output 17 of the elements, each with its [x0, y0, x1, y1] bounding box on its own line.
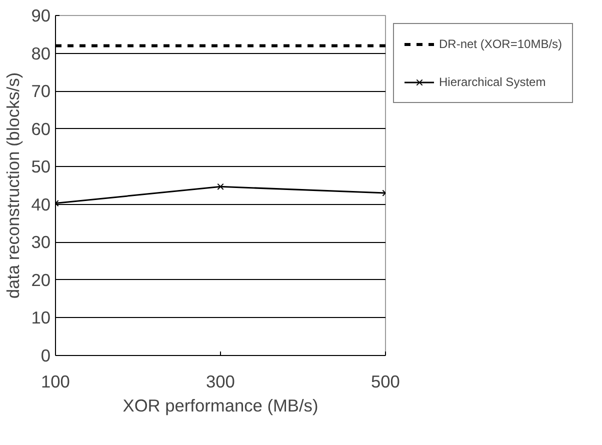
y-tick-label: 70	[31, 81, 51, 102]
legend-label: DR-net (XOR=10MB/s)	[439, 37, 562, 51]
y-axis-title: data reconstruction (blocks/s)	[3, 72, 24, 299]
y-tick-label: 90	[31, 6, 51, 26]
x-axis-title: XOR performance (MB/s)	[122, 396, 318, 416]
y-tick-label: 30	[31, 232, 51, 252]
x-tick-label: 500	[371, 372, 400, 392]
legend-label: Hierarchical System	[439, 75, 546, 89]
y-tick-label: 20	[31, 270, 51, 290]
y-tick-label: 50	[31, 156, 51, 177]
y-tick-label: 10	[31, 308, 51, 328]
y-tick-label: 0	[40, 346, 51, 366]
y-tick-label: 60	[31, 118, 51, 139]
y-tick-label: 80	[31, 43, 51, 64]
x-tick-label: 100	[41, 372, 70, 392]
x-tick-label: 300	[206, 372, 235, 392]
y-tick-label: 40	[31, 194, 51, 214]
